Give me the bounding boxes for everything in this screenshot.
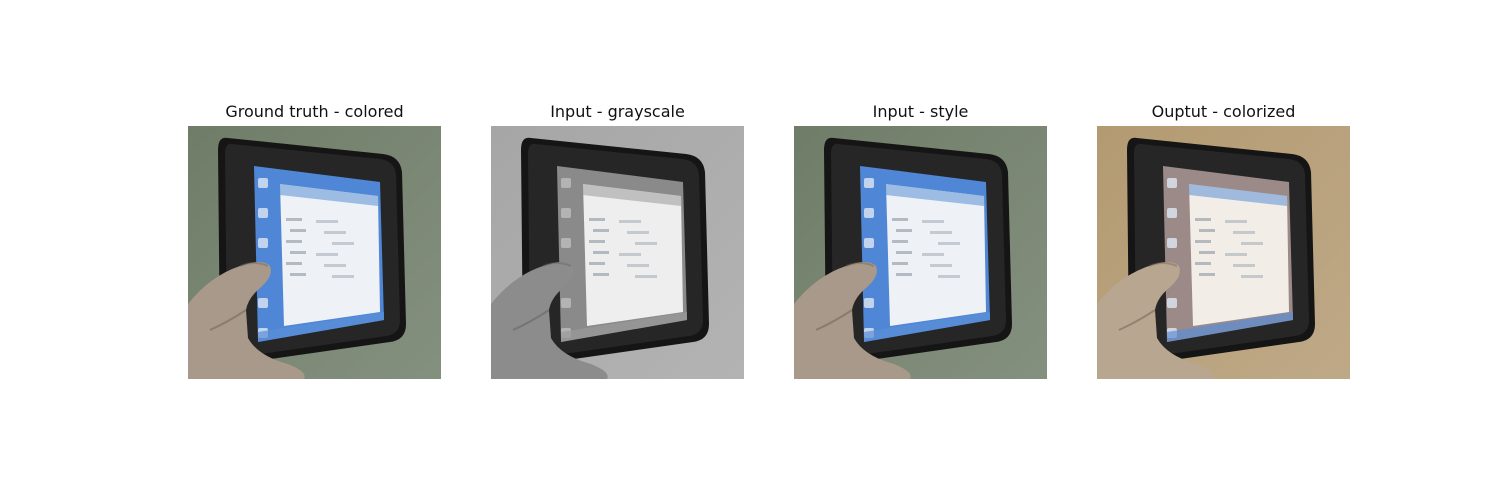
panel-title: Input - grayscale [550,102,685,121]
panel-output-colorized: Ouptut - colorized [1097,100,1350,379]
panel-title: Ground truth - colored [225,102,404,121]
tablet-photo [188,126,441,379]
panel-input-grayscale: Input - grayscale [491,100,744,379]
panel-input-style: Input - style [794,100,1047,379]
panel-title: Ouptut - colorized [1151,102,1296,121]
tablet-photo [1097,126,1350,379]
panel-ground-truth: Ground truth - colored [188,100,441,379]
panel-title: Input - style [872,102,969,121]
tablet-photo [794,126,1047,379]
tablet-photo [491,126,744,379]
